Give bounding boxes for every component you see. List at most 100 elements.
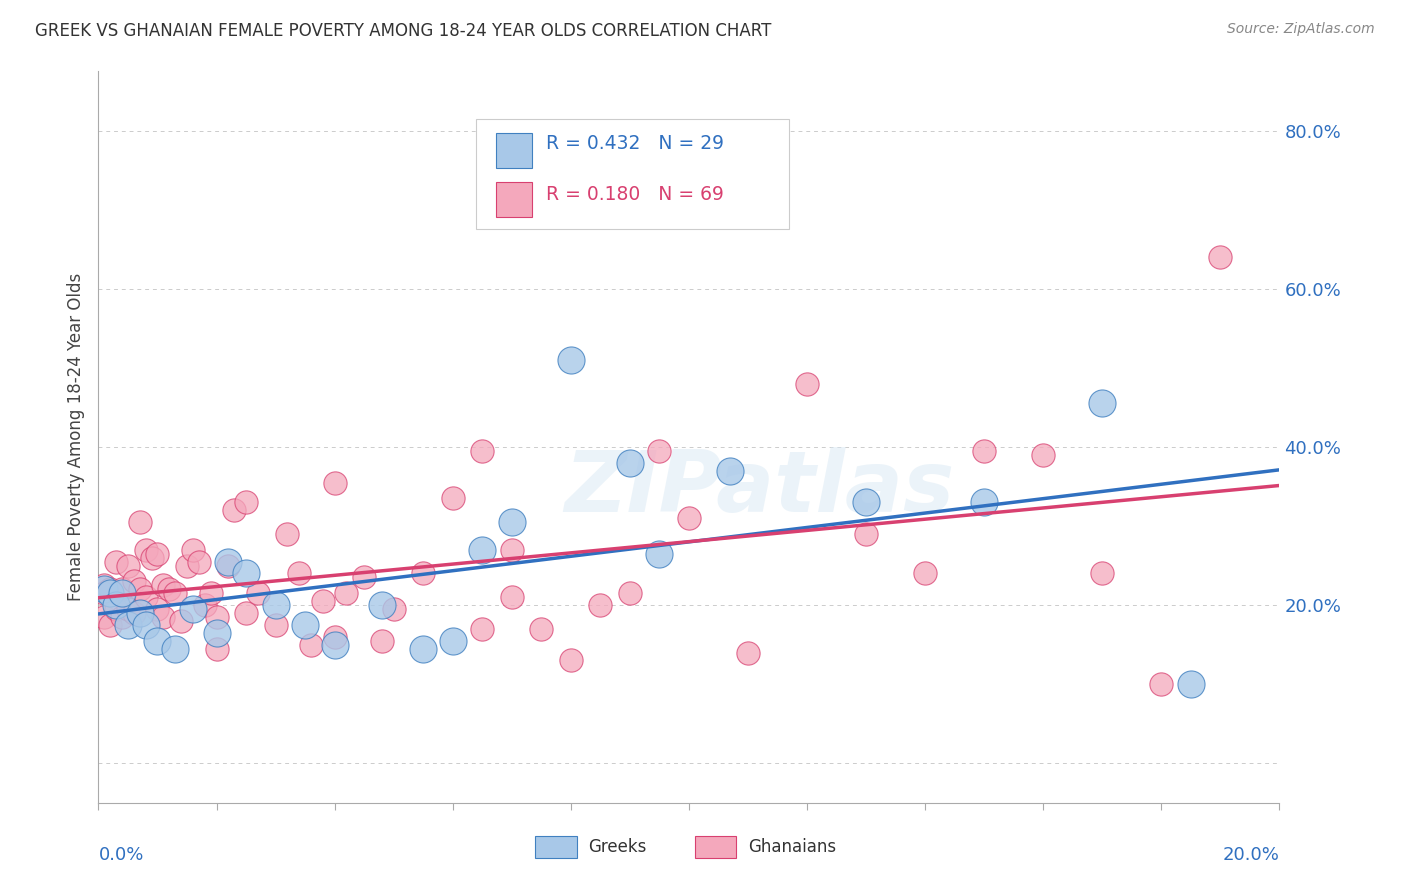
Point — [117, 618, 139, 632]
Point — [619, 456, 641, 470]
Point — [312, 594, 335, 608]
Point — [855, 527, 877, 541]
Point — [371, 598, 394, 612]
Point — [135, 542, 157, 557]
Point — [589, 598, 612, 612]
Point — [648, 444, 671, 458]
Point — [441, 491, 464, 506]
Text: Greeks: Greeks — [589, 838, 647, 855]
Point — [1091, 566, 1114, 581]
Point — [855, 495, 877, 509]
Point — [194, 598, 217, 612]
Point — [299, 638, 322, 652]
Point — [323, 475, 346, 490]
Point — [246, 586, 269, 600]
Text: GREEK VS GHANAIAN FEMALE POVERTY AMONG 18-24 YEAR OLDS CORRELATION CHART: GREEK VS GHANAIAN FEMALE POVERTY AMONG 1… — [35, 22, 772, 40]
Point — [98, 582, 121, 597]
Point — [382, 602, 405, 616]
Point — [264, 598, 287, 612]
Point — [105, 555, 128, 569]
Point — [122, 606, 145, 620]
Point — [264, 618, 287, 632]
Point — [412, 641, 434, 656]
Point — [335, 586, 357, 600]
Point — [323, 630, 346, 644]
Point — [122, 574, 145, 589]
Point — [117, 602, 139, 616]
Point — [353, 570, 375, 584]
Text: Source: ZipAtlas.com: Source: ZipAtlas.com — [1227, 22, 1375, 37]
Point — [187, 555, 209, 569]
Bar — [536, 836, 576, 858]
Point — [146, 547, 169, 561]
Point — [93, 578, 115, 592]
Point — [560, 653, 582, 667]
Point — [441, 633, 464, 648]
Point — [530, 622, 553, 636]
Point — [678, 511, 700, 525]
Point — [294, 618, 316, 632]
Text: 20.0%: 20.0% — [1223, 847, 1279, 864]
Point — [1180, 677, 1202, 691]
Point — [128, 515, 150, 529]
Point — [412, 566, 434, 581]
Text: 0.0%: 0.0% — [98, 847, 143, 864]
Point — [111, 582, 134, 597]
Point — [1209, 250, 1232, 264]
Point — [1032, 448, 1054, 462]
Point — [501, 542, 523, 557]
Bar — [695, 836, 737, 858]
Point — [170, 614, 193, 628]
FancyBboxPatch shape — [477, 119, 789, 228]
Point — [105, 602, 128, 616]
Point — [737, 646, 759, 660]
Point — [471, 444, 494, 458]
Point — [200, 586, 222, 600]
Point — [181, 602, 204, 616]
Point — [217, 555, 239, 569]
Point — [471, 622, 494, 636]
Point — [105, 598, 128, 612]
Point — [165, 586, 187, 600]
Point — [371, 633, 394, 648]
Point — [146, 602, 169, 616]
Point — [973, 444, 995, 458]
Text: R = 0.180   N = 69: R = 0.180 N = 69 — [546, 185, 724, 203]
Bar — [496, 182, 531, 217]
Point — [93, 610, 115, 624]
Point — [141, 550, 163, 565]
Point — [135, 618, 157, 632]
Point — [128, 606, 150, 620]
Point — [235, 495, 257, 509]
Point — [93, 586, 115, 600]
Point — [235, 566, 257, 581]
Point — [157, 582, 180, 597]
Text: ZIPatlas: ZIPatlas — [565, 447, 955, 530]
Point — [181, 542, 204, 557]
Point — [1091, 396, 1114, 410]
Y-axis label: Female Poverty Among 18-24 Year Olds: Female Poverty Among 18-24 Year Olds — [66, 273, 84, 601]
Point — [323, 638, 346, 652]
Point — [93, 582, 115, 597]
Point — [619, 586, 641, 600]
Point — [152, 610, 174, 624]
Point — [288, 566, 311, 581]
Point — [471, 542, 494, 557]
Point — [205, 610, 228, 624]
Point — [648, 547, 671, 561]
Point — [98, 618, 121, 632]
Point — [1150, 677, 1173, 691]
Bar — [496, 133, 531, 168]
Point — [135, 591, 157, 605]
Point — [117, 558, 139, 573]
Point — [796, 376, 818, 391]
Point — [152, 578, 174, 592]
Point — [718, 464, 741, 478]
Point — [973, 495, 995, 509]
Point — [176, 558, 198, 573]
Point — [276, 527, 298, 541]
Point — [235, 606, 257, 620]
Point — [111, 610, 134, 624]
Point — [111, 586, 134, 600]
Point — [165, 641, 187, 656]
